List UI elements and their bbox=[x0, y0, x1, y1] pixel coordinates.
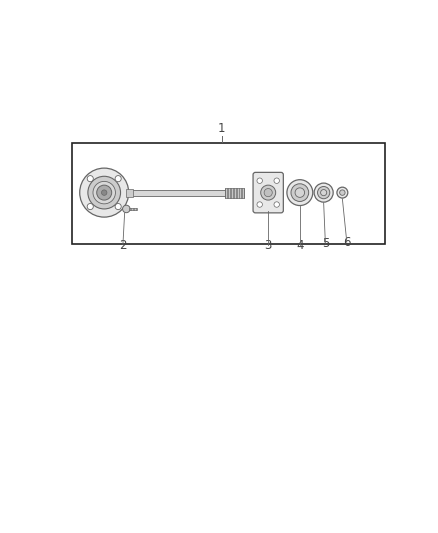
Bar bbox=[225, 188, 243, 198]
Circle shape bbox=[80, 168, 128, 217]
Circle shape bbox=[317, 187, 329, 199]
Circle shape bbox=[273, 202, 279, 207]
Text: 6: 6 bbox=[342, 236, 350, 249]
Text: 4: 4 bbox=[295, 239, 303, 252]
Circle shape bbox=[294, 188, 304, 197]
Text: 3: 3 bbox=[264, 239, 271, 252]
Circle shape bbox=[87, 204, 93, 209]
FancyBboxPatch shape bbox=[252, 172, 283, 213]
Circle shape bbox=[93, 181, 115, 204]
Circle shape bbox=[88, 176, 120, 209]
Circle shape bbox=[87, 175, 93, 182]
Circle shape bbox=[115, 175, 121, 182]
Circle shape bbox=[122, 205, 130, 213]
Circle shape bbox=[115, 204, 121, 209]
FancyBboxPatch shape bbox=[126, 189, 133, 197]
Circle shape bbox=[290, 184, 308, 201]
Circle shape bbox=[96, 185, 111, 200]
Bar bbox=[72, 143, 384, 244]
Circle shape bbox=[273, 178, 279, 183]
Bar bbox=[129, 207, 137, 211]
Circle shape bbox=[320, 190, 326, 196]
Bar bbox=[128, 190, 231, 196]
Circle shape bbox=[336, 187, 347, 198]
Text: 5: 5 bbox=[321, 237, 328, 250]
Text: 1: 1 bbox=[217, 122, 225, 135]
Circle shape bbox=[101, 190, 107, 195]
Text: 2: 2 bbox=[119, 239, 127, 252]
Circle shape bbox=[256, 178, 262, 183]
Circle shape bbox=[260, 185, 275, 200]
Circle shape bbox=[286, 180, 312, 206]
Circle shape bbox=[339, 190, 344, 195]
Circle shape bbox=[256, 202, 262, 207]
Circle shape bbox=[314, 183, 332, 202]
Circle shape bbox=[264, 189, 272, 197]
